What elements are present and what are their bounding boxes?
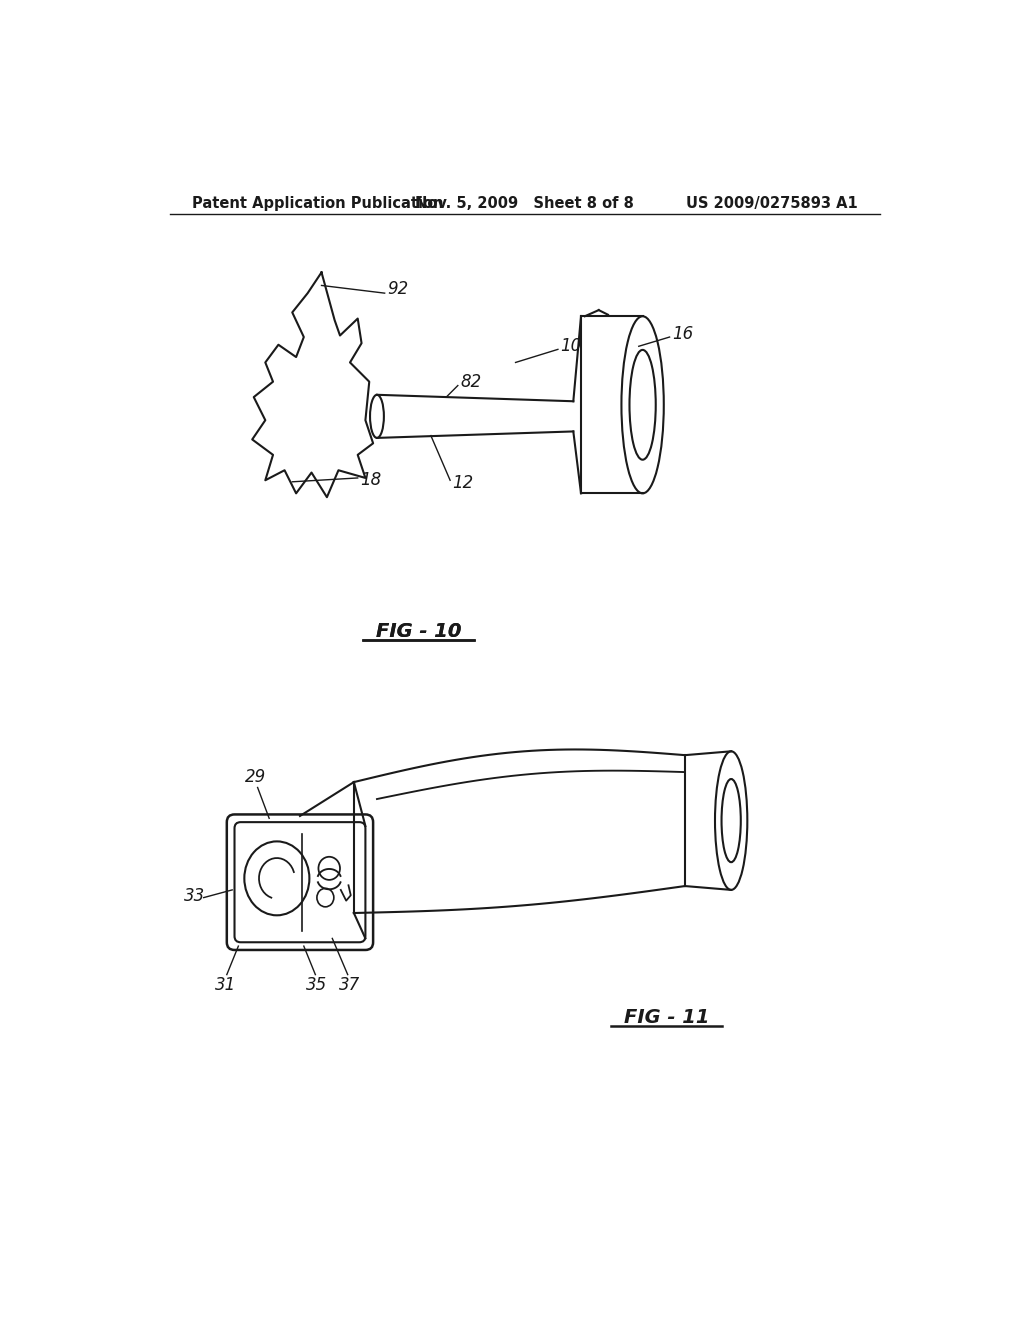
- Text: 10: 10: [560, 338, 582, 355]
- Text: 37: 37: [339, 977, 360, 994]
- Text: 12: 12: [453, 474, 474, 492]
- Text: 92: 92: [387, 280, 409, 298]
- Text: 35: 35: [306, 977, 328, 994]
- Text: 82: 82: [460, 372, 481, 391]
- Text: US 2009/0275893 A1: US 2009/0275893 A1: [686, 195, 857, 211]
- Text: Nov. 5, 2009   Sheet 8 of 8: Nov. 5, 2009 Sheet 8 of 8: [416, 195, 634, 211]
- Text: FIG - 10: FIG - 10: [376, 622, 461, 640]
- Text: FIG - 10: FIG - 10: [376, 622, 461, 640]
- Text: 33: 33: [184, 887, 205, 906]
- Text: Patent Application Publication: Patent Application Publication: [193, 195, 443, 211]
- Text: 29: 29: [245, 768, 266, 787]
- Text: 18: 18: [360, 471, 381, 490]
- Text: FIG - 11: FIG - 11: [624, 1007, 710, 1027]
- Text: 16: 16: [672, 325, 693, 343]
- Text: 31: 31: [215, 977, 236, 994]
